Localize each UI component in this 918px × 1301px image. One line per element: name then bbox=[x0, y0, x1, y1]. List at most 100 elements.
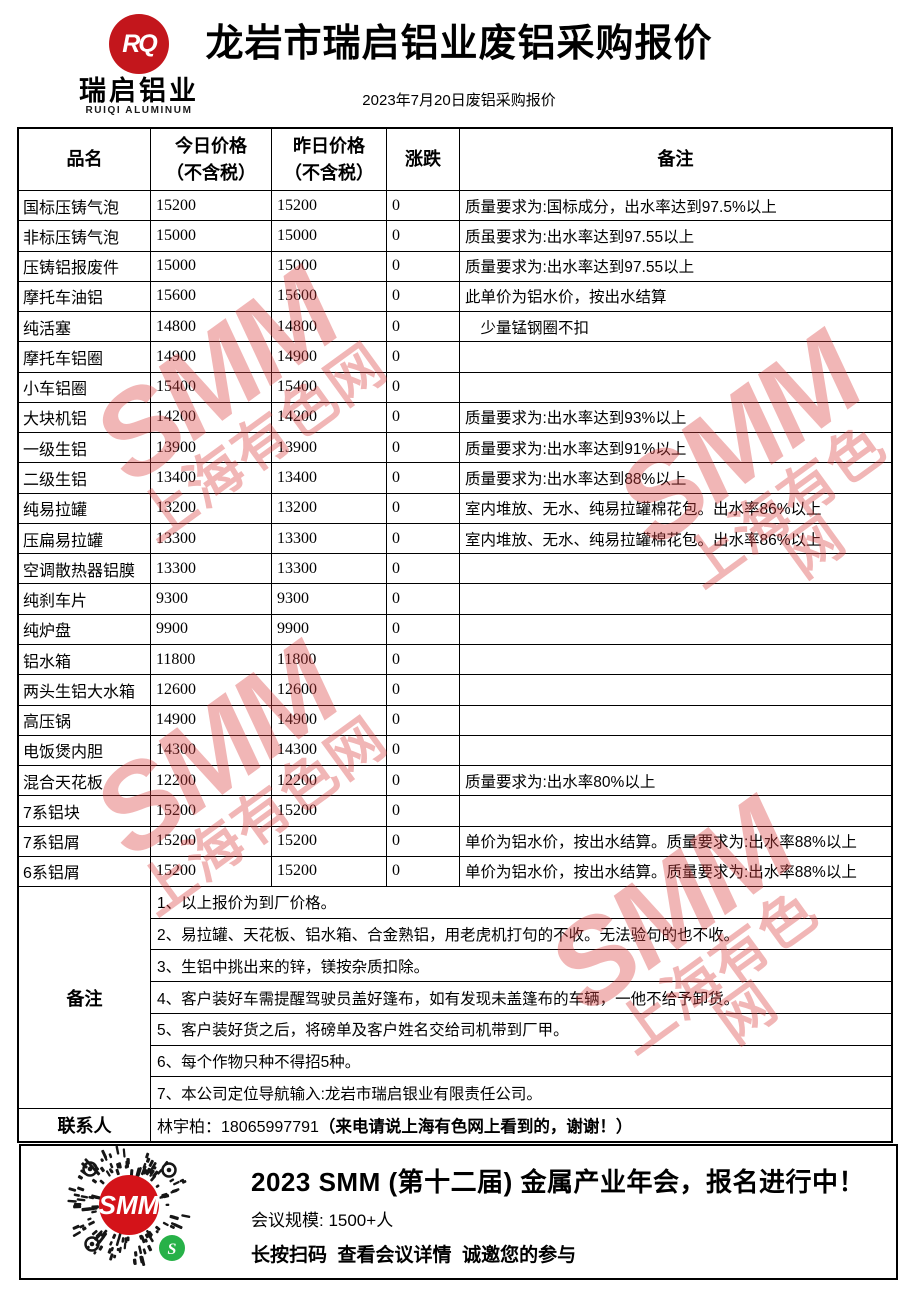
qr-dot bbox=[117, 1232, 122, 1241]
qr-dot bbox=[82, 1226, 87, 1231]
qr-code: SMM S bbox=[67, 1145, 191, 1267]
note-item: 5、客户装好货之后，将磅单及客户姓名交给司机带到厂甲。 bbox=[151, 1014, 891, 1046]
remark bbox=[460, 645, 891, 674]
qr-dot bbox=[144, 1233, 150, 1239]
product-name: 6系铝屑 bbox=[19, 856, 151, 887]
qr-dot bbox=[72, 1224, 80, 1230]
product-name: 二级生铝 bbox=[19, 463, 151, 493]
remark: 单价为铝水价，按出水结算。质量要求为:出水率88%以上 bbox=[465, 864, 857, 882]
price-change: 0 bbox=[387, 463, 460, 493]
qr-dot bbox=[90, 1194, 101, 1200]
remark bbox=[460, 796, 891, 825]
today-price: 14800 bbox=[151, 312, 272, 342]
price-change: 0 bbox=[387, 433, 460, 463]
note-item: 4、客户装好车需提醒驾驶员盖好篷布，如有发现未盖篷布的车辆，一他不给予卸货。 bbox=[151, 982, 891, 1014]
product-name: 非标压铸气泡 bbox=[19, 221, 151, 251]
qr-dot bbox=[121, 1237, 125, 1243]
qr-dot bbox=[123, 1242, 127, 1250]
table-row: 铝水箱 11800 11800 0 bbox=[19, 644, 891, 676]
notes-label: 备注 bbox=[19, 887, 151, 1108]
remark bbox=[460, 615, 891, 644]
today-price: 13400 bbox=[151, 463, 272, 493]
yesterday-price: 15400 bbox=[272, 372, 387, 402]
today-price: 9900 bbox=[151, 614, 272, 644]
note-item: 7、本公司定位导航输入:龙岩市瑞启银业有限责任公司。 bbox=[157, 1085, 542, 1103]
remark: 质量要求为:出水率达到91%以上 bbox=[465, 440, 687, 458]
price-change: 0 bbox=[387, 221, 460, 251]
qr-eye-icon bbox=[84, 1236, 100, 1252]
table-row: 6系铝屑 15200 15200 0 单价为铝水价，按出水结算。质量要求为:出水率88%… bbox=[19, 856, 891, 888]
today-price: 12200 bbox=[151, 766, 272, 796]
qr-dot bbox=[146, 1167, 151, 1174]
yesterday-price: 9300 bbox=[272, 584, 387, 614]
today-price: 15600 bbox=[151, 281, 272, 312]
product-name: 铝水箱 bbox=[19, 644, 151, 675]
qr-dot bbox=[155, 1184, 160, 1188]
qr-dot bbox=[115, 1145, 120, 1155]
qr-dot bbox=[169, 1224, 175, 1230]
price-table: 品名 今日价格 （不含税） 昨日价格 （不含税） 涨跌 备注 国标压铸气泡 15200 15… bbox=[17, 127, 893, 1143]
table-body: 国标压铸气泡 15200 15200 0 质量要求为:国标成分，出水率达到97.5%以上… bbox=[19, 191, 891, 888]
remark: 质量要求为:出水率80%以上 bbox=[465, 773, 656, 791]
yesterday-price: 14200 bbox=[272, 402, 387, 433]
yesterday-price: 14800 bbox=[272, 312, 387, 342]
table-row: 非标压铸气泡 15000 15000 0 质虽要求为:出水率达到97.55以上 bbox=[19, 221, 891, 252]
price-change: 0 bbox=[387, 644, 460, 675]
price-change: 0 bbox=[387, 402, 460, 433]
wechat-icon bbox=[159, 1235, 185, 1261]
table-row: 国标压铸气泡 15200 15200 0 质量要求为:国标成分，出水率达到97.5%以上 bbox=[19, 191, 891, 222]
page-subtitle: 2023年7月20日废铝采购报价 bbox=[362, 92, 556, 109]
qr-dot bbox=[67, 1199, 77, 1203]
qr-dot bbox=[139, 1234, 144, 1240]
product-name: 高压锅 bbox=[19, 705, 151, 735]
qr-eye-icon bbox=[161, 1162, 177, 1178]
qr-dot bbox=[124, 1237, 128, 1244]
qr-dot bbox=[169, 1214, 179, 1221]
table-row: 摩托车铝圈 14900 14900 0 bbox=[19, 342, 891, 373]
qr-dot bbox=[68, 1187, 77, 1192]
remark bbox=[460, 675, 891, 704]
product-name: 两头生铝大水箱 bbox=[19, 675, 151, 705]
price-change: 0 bbox=[387, 312, 460, 342]
yesterday-price: 13300 bbox=[272, 523, 387, 554]
remark: 少量锰钢圈不扣 bbox=[465, 319, 590, 337]
qr-dot bbox=[109, 1162, 114, 1169]
remark bbox=[460, 554, 891, 583]
qr-dot bbox=[99, 1166, 105, 1173]
qr-dot bbox=[115, 1168, 120, 1176]
table-row: 摩托车油铝 15600 15600 0 此单价为铝水价，按出水结算 bbox=[19, 281, 891, 313]
qr-dot bbox=[145, 1152, 150, 1159]
price-change: 0 bbox=[387, 554, 460, 584]
remark bbox=[460, 342, 891, 371]
price-change: 0 bbox=[387, 342, 460, 372]
product-name: 纯活塞 bbox=[19, 312, 151, 342]
logo-rq-badge-icon: RQ bbox=[109, 14, 169, 74]
qr-dot bbox=[161, 1192, 168, 1197]
yesterday-price: 14300 bbox=[272, 735, 387, 766]
logo-name-cn: 瑞启铝业 bbox=[79, 76, 199, 106]
qr-dot bbox=[179, 1178, 185, 1183]
table-row: 一级生铝 13900 13900 0 质量要求为:出水率达到91%以上 bbox=[19, 433, 891, 464]
product-name: 国标压铸气泡 bbox=[19, 191, 151, 221]
qr-dot bbox=[80, 1195, 89, 1199]
page-title: 龙岩市瑞启铝业废铝采购报价 bbox=[205, 23, 713, 65]
column-header: 今日价格 （不含税） bbox=[151, 129, 272, 190]
table-row: 压扁易拉罐 13300 13300 0 室内堆放、无水、纯易拉罐棉花包。出水率86%以上 bbox=[19, 523, 891, 555]
today-price: 13900 bbox=[151, 433, 272, 463]
qr-dot bbox=[181, 1214, 191, 1219]
qr-dot bbox=[138, 1245, 143, 1255]
yesterday-price: 15000 bbox=[272, 221, 387, 251]
qr-dot bbox=[116, 1247, 121, 1252]
yesterday-price: 15000 bbox=[272, 251, 387, 281]
table-row: 7系铝屑 15200 15200 0 单价为铝水价，按出水结算。质量要求为:出水率88%… bbox=[19, 826, 891, 857]
remark: 质量要求为:国标成分，出水率达到97.5%以上 bbox=[465, 198, 777, 216]
qr-dot bbox=[115, 1238, 120, 1247]
qr-dot bbox=[98, 1245, 104, 1251]
yesterday-price: 15200 bbox=[272, 856, 387, 887]
price-change: 0 bbox=[387, 856, 460, 887]
qr-dot bbox=[181, 1180, 187, 1184]
qr-dot bbox=[109, 1168, 113, 1173]
footer-banner: SMM S 2023 SMM (第十二届) 金属产业年会，报名进行中！ 会议规模:… bbox=[19, 1144, 898, 1280]
column-header: 备注 bbox=[657, 149, 694, 170]
